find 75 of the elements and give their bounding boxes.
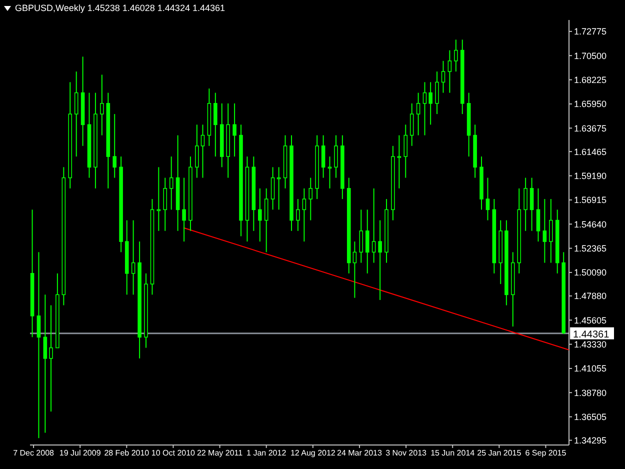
candlestick <box>112 114 116 178</box>
y-tick-label: 1.36505 <box>574 412 607 422</box>
y-tick-label: 1.50090 <box>574 268 607 278</box>
y-tick-label: 1.72775 <box>574 26 607 37</box>
x-tick-label: 1 Jan 2012 <box>246 448 287 458</box>
candlestick <box>131 220 136 296</box>
candlestick <box>372 188 376 264</box>
candlestick <box>264 188 268 253</box>
y-tick-label: 1.54640 <box>574 219 607 230</box>
candlestick <box>422 82 427 136</box>
candlestick <box>195 124 199 178</box>
candlestick <box>334 134 338 178</box>
candlestick <box>536 188 540 242</box>
y-tick-label: 1.47880 <box>574 291 607 302</box>
candlestick <box>416 92 420 136</box>
candlestick <box>308 177 313 221</box>
candlestick <box>542 198 547 264</box>
candlestick <box>258 188 262 242</box>
candlestick <box>214 92 218 158</box>
x-tick-label: 3 Nov 2013 <box>386 448 428 458</box>
candlestick <box>441 60 446 94</box>
x-tick-label: 25 Jan 2015 <box>477 448 522 458</box>
chart-title: GBPUSD,Weekly 1.45238 1.46028 1.44324 1.44361 <box>15 3 225 13</box>
candlestick <box>397 134 402 189</box>
candlestick <box>448 50 452 94</box>
candlestick <box>36 252 41 439</box>
candlestick <box>530 177 534 232</box>
candlestick <box>549 198 553 264</box>
y-tick-label: 1.34295 <box>574 435 607 446</box>
x-tick-label: 7 Dec 2008 <box>13 448 55 458</box>
y-tick-label: 1.56915 <box>574 195 607 206</box>
y-tick-label: 1.45605 <box>574 315 607 326</box>
candlestick <box>49 304 53 412</box>
x-tick-label: 24 Mar 2013 <box>337 448 382 458</box>
y-tick-label: 1.38780 <box>574 388 607 398</box>
x-tick-label: 19 Jul 2009 <box>59 448 102 458</box>
candlestick <box>200 124 205 178</box>
candlestick <box>524 177 528 232</box>
candlestick <box>428 82 432 126</box>
candlestick <box>74 71 78 158</box>
candlestick <box>486 177 490 221</box>
candlestick <box>352 241 357 298</box>
y-tick-label: 1.63675 <box>574 123 607 134</box>
candlestick <box>454 39 458 72</box>
y-tick-label: 1.59190 <box>574 170 607 181</box>
candlestick <box>378 220 382 300</box>
candlestick <box>404 124 408 178</box>
candlestick <box>365 209 370 274</box>
candlestick <box>302 188 306 242</box>
x-tick-label: 10 Oct 2010 <box>151 448 196 458</box>
candlestick <box>359 209 364 264</box>
candlestick <box>232 102 236 158</box>
candlestick <box>100 74 104 136</box>
y-tick-label: 1.41055 <box>574 364 607 374</box>
candlestick <box>43 294 48 434</box>
y-tick-label: 1.61465 <box>574 146 607 157</box>
x-tick-label: 6 Sep 2015 <box>525 448 567 458</box>
x-tick-label: 12 Aug 2012 <box>290 448 336 458</box>
candlestick <box>321 134 326 178</box>
candlestick <box>435 71 439 115</box>
y-tick-label: 1.65950 <box>574 99 607 110</box>
ref-line-label: 1.44361 <box>573 329 610 340</box>
candlestick <box>296 198 300 232</box>
candlestick <box>410 102 414 146</box>
x-tick-label: 22 May 2011 <box>196 448 244 458</box>
y-tick-label: 1.43330 <box>574 339 607 350</box>
y-tick-label: 1.70500 <box>574 50 607 61</box>
y-tick-label: 1.52365 <box>574 243 607 254</box>
x-tick-label: 28 Feb 2010 <box>104 448 150 458</box>
candlestick <box>270 166 275 210</box>
candlestick <box>163 177 168 232</box>
candlestick <box>169 156 174 210</box>
candlestick <box>182 177 186 242</box>
x-tick-label: 15 Jun 2014 <box>430 448 476 458</box>
y-tick-label: 1.68225 <box>574 74 607 85</box>
